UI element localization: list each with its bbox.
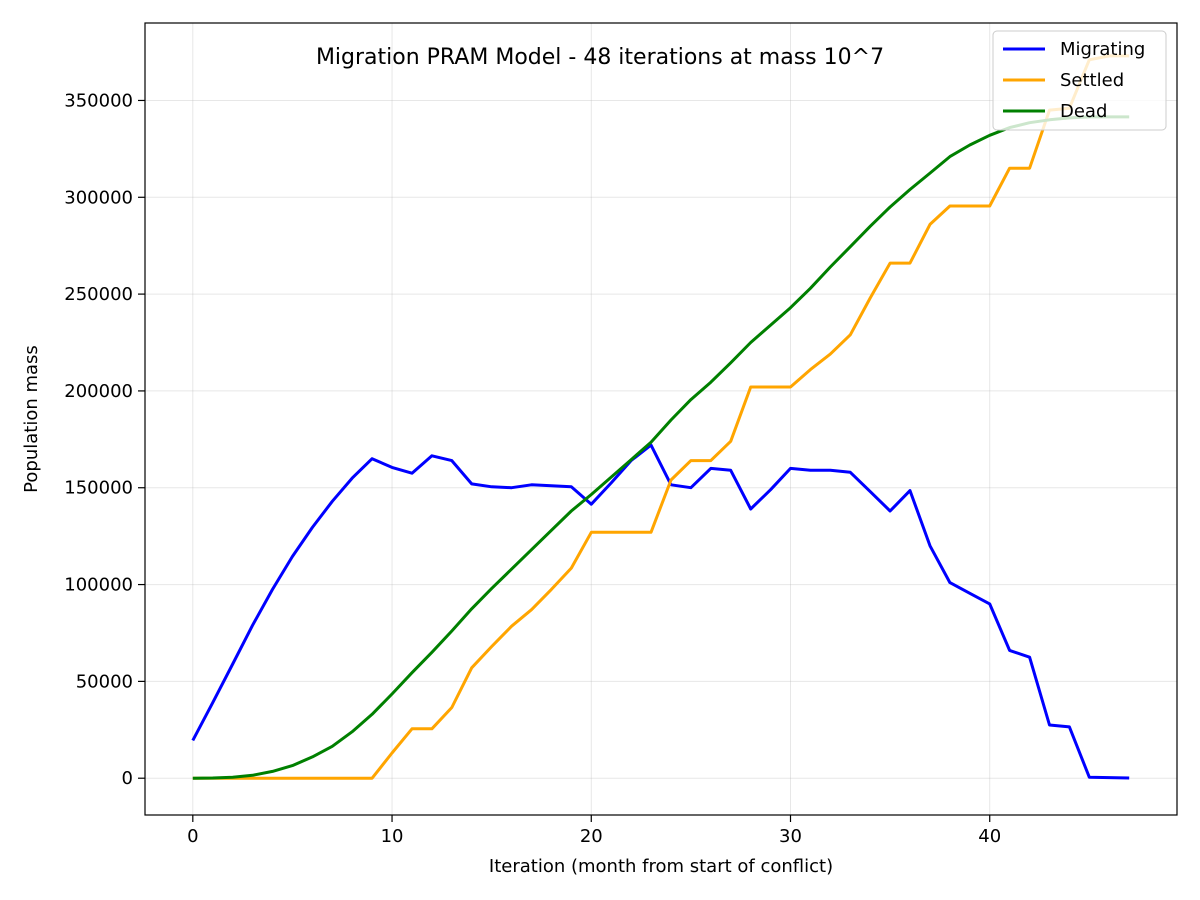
x-tick-label: 10 [381,826,404,847]
y-tick-label: 150000 [64,478,133,499]
y-tick-label: 250000 [64,284,133,305]
legend-label-migrating: Migrating [1060,39,1145,60]
x-axis-label: Iteration (month from start of conflict) [489,856,833,877]
y-tick-label: 350000 [64,90,133,111]
y-tick-label: 0 [122,768,133,789]
y-tick-label: 50000 [76,671,133,692]
plot-frame [144,22,1178,816]
x-tick-label: 40 [978,826,1001,847]
x-tick-label: 30 [779,826,802,847]
y-tick-label: 300000 [64,187,133,208]
y-axis-label: Population mass [21,345,42,493]
series-line-settled [192,54,1130,780]
legend: Migrating Settled Dead [992,30,1167,131]
y-tick-label: 100000 [64,575,133,596]
legend-label-settled: Settled [1060,70,1124,91]
legend-box [992,30,1167,131]
legend-label-dead: Dead [1060,101,1107,122]
series-line-dead [192,115,1130,780]
x-tick-label: 0 [187,826,198,847]
chart-title: Migration PRAM Model - 48 iterations at … [316,45,884,70]
y-tick-label: 200000 [64,381,133,402]
series-line-migrating [191,443,1130,780]
tick-layer: 0 10 20 30 40 0 50000 100000 150000 200000 250000 3… [64,90,1001,847]
series-layer [191,54,1130,780]
x-tick-label: 20 [580,826,603,847]
